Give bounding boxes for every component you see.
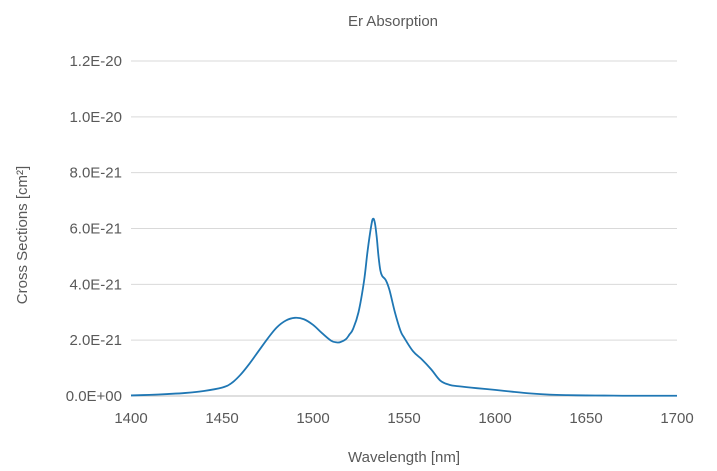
x-tick-label: 1700: [660, 410, 693, 427]
y-tick-label: 0.0E+00: [66, 388, 122, 405]
x-axis-title: Wavelength [nm]: [348, 449, 460, 466]
y-tick-label: 2.0E-21: [69, 332, 122, 349]
y-axis-tick-labels: 0.0E+00 2.0E-21 4.0E-21 6.0E-21 8.0E-21 1.0E-…: [66, 53, 122, 405]
series-line-0: [130, 217, 677, 397]
y-tick-label: 1.2E-20: [69, 53, 122, 70]
x-tick-label: 1450: [205, 410, 238, 427]
x-tick-label: 1600: [478, 410, 511, 427]
y-tick-label: 1.0E-20: [69, 109, 122, 126]
x-tick-label: 1650: [569, 410, 602, 427]
chart-title: Er Absorption: [348, 13, 438, 30]
series-layer: [130, 217, 677, 397]
y-tick-label: 4.0E-21: [69, 276, 122, 293]
y-tick-label: 6.0E-21: [69, 221, 122, 238]
y-axis-title: Cross Sections [cm²]: [14, 166, 31, 304]
x-tick-label: 1400: [114, 410, 147, 427]
x-tick-label: 1500: [296, 410, 329, 427]
x-axis-tick-labels: 1400 1450 1500 1550 1600 1650 1700: [114, 410, 693, 427]
y-tick-label: 8.0E-21: [69, 165, 122, 182]
x-tick-label: 1550: [387, 410, 420, 427]
grid-layer: [131, 60, 677, 397]
